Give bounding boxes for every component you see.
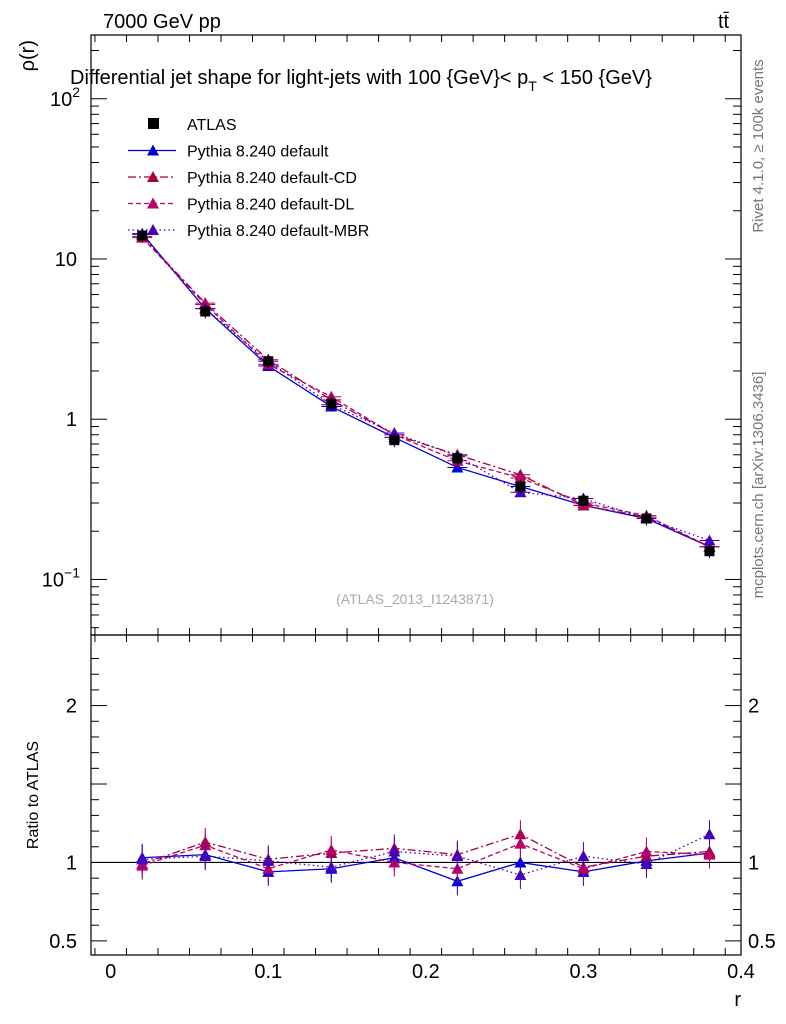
y-tick-label-exp: 2	[72, 84, 80, 100]
series-line	[141, 234, 710, 542]
energy-label: 7000 GeV pp	[103, 11, 221, 33]
data-point	[515, 481, 526, 492]
y-tick-label-right: 2	[748, 696, 759, 718]
ratio-series-line	[142, 852, 710, 882]
legend-label: Pythia 8.240 default-CD	[187, 170, 357, 187]
ratio-series-line	[141, 833, 710, 868]
data-point	[641, 513, 652, 524]
legend-label: Pythia 8.240 default-DL	[187, 197, 354, 214]
y-tick-label: 102	[50, 84, 80, 111]
ratio-marker	[640, 858, 653, 870]
ratio-panel: 0 0.1 0.2 0.3 0.4 0.5 0.5 1 1 2 2	[49, 634, 776, 983]
data-point	[263, 356, 274, 367]
data-point	[578, 495, 589, 506]
plot-title-end: < 150 {GeV}	[537, 67, 652, 89]
legend-marker	[147, 197, 159, 209]
x-tick-label: 0	[105, 961, 116, 983]
y-tick-label: 1	[66, 409, 77, 431]
x-axis-label: r	[734, 989, 741, 1011]
y-tick-label-right: 1	[748, 852, 759, 874]
x-tick-label: 0.4	[727, 961, 755, 983]
ratio-marker	[703, 848, 716, 860]
series-marker	[703, 534, 716, 546]
ratio-marker	[703, 828, 716, 840]
y-tick-label-base: 10	[50, 89, 72, 111]
legend-label: ATLAS	[187, 117, 237, 134]
side-label-rivet: Rivet 4.1.0, ≥ 100k events	[750, 59, 767, 232]
y-tick-label: 1	[66, 852, 77, 874]
legend: ATLAS Pythia 8.240 default Pythia 8.240 de…	[128, 117, 369, 240]
legend-label: Pythia 8.240 default-MBR	[187, 223, 369, 240]
y-tick-label-base: 10	[42, 569, 64, 591]
watermark: (ATLAS_2013_I1243871)	[336, 591, 494, 607]
legend-marker	[147, 144, 159, 156]
data-point	[200, 306, 211, 317]
y-tick-label: 10−1	[42, 564, 80, 591]
y-tick-label: 0.5	[49, 931, 77, 953]
legend-marker	[147, 171, 159, 182]
series-line	[141, 237, 710, 548]
ratio-marker	[136, 853, 149, 865]
legend-marker	[148, 118, 159, 129]
side-label-mcplots: mcplots.cern.ch [arXiv:1306.3436]	[750, 372, 767, 599]
x-tick-label: 0.1	[254, 961, 282, 983]
ratio-series-line	[142, 842, 710, 870]
plot-title-main: Differential jet shape for light-jets wi…	[70, 67, 528, 89]
series-line	[141, 236, 710, 548]
series-marker	[451, 461, 464, 473]
data-point	[137, 230, 148, 241]
data-point	[704, 546, 715, 557]
plot-title: Differential jet shape for light-jets wi…	[70, 67, 652, 94]
ratio-marker	[514, 837, 527, 849]
x-tick-label: 0.2	[412, 961, 440, 983]
y-axis-label-ratio: Ratio to ATLAS	[25, 741, 42, 849]
x-tick-label: 0.3	[570, 961, 598, 983]
ratio-marker	[577, 850, 590, 862]
y-axis-label-main: ρ(r)	[17, 40, 39, 71]
legend-label: Pythia 8.240 default	[187, 144, 329, 161]
series-line	[141, 233, 710, 548]
ratio-frame	[90, 634, 742, 956]
ratio-marker	[325, 843, 338, 855]
ratio-marker	[388, 845, 401, 857]
y-tick-label-exp: −1	[64, 564, 80, 580]
legend-marker	[147, 224, 159, 235]
ratio-marker	[199, 850, 212, 862]
y-tick-label: 2	[66, 696, 77, 718]
y-tick-label: 10	[55, 249, 77, 271]
y-tick-label-right: 0.5	[748, 931, 776, 953]
ratio-series-line	[142, 833, 710, 876]
data-point	[389, 435, 400, 446]
ratio-marker	[325, 861, 338, 873]
plot-title-sub: T	[528, 78, 537, 94]
series-marker	[514, 471, 527, 483]
data-point	[452, 453, 463, 464]
ratio-marker	[514, 869, 527, 880]
ratio-marker	[262, 854, 275, 866]
process-label: tt̄	[718, 11, 730, 33]
ratio-marker	[451, 850, 464, 862]
data-point	[326, 398, 337, 409]
